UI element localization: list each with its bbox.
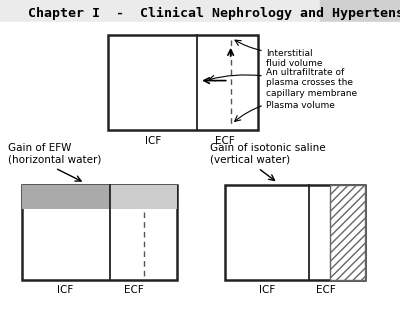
Text: ICF: ICF (259, 285, 275, 295)
Text: An ultrafiltrate of
plasma crosses the
capillary membrane: An ultrafiltrate of plasma crosses the c… (266, 68, 357, 98)
Bar (225, 185, 365, 280)
Bar (330, 185, 365, 280)
Bar (22, 185, 177, 280)
Bar (110, 185, 177, 209)
Text: Chapter I  -  Clinical Nephrology and Hypertension: Chapter I - Clinical Nephrology and Hype… (28, 6, 400, 20)
Text: ICF: ICF (145, 136, 161, 146)
Text: Gain of EFW
(horizontal water): Gain of EFW (horizontal water) (8, 143, 101, 165)
Bar (22, 185, 110, 209)
Text: ECF: ECF (316, 285, 336, 295)
Bar (108, 35, 258, 130)
Text: Plasma volume: Plasma volume (266, 101, 335, 110)
Text: ICF: ICF (57, 285, 74, 295)
Text: ECF: ECF (124, 285, 144, 295)
Text: Interstitial
fluid volume: Interstitial fluid volume (266, 49, 322, 68)
Text: ECF: ECF (215, 136, 235, 146)
Bar (0, 0, 400, 22)
Bar (320, 0, 400, 22)
Text: Gain of isotonic saline
(vertical water): Gain of isotonic saline (vertical water) (210, 143, 326, 165)
